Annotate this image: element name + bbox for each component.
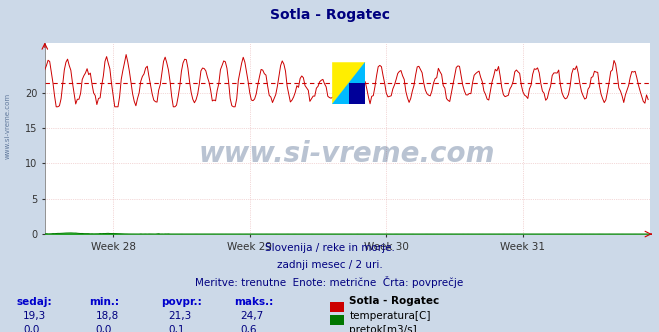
Text: 24,7: 24,7 [241, 311, 264, 321]
Text: maks.:: maks.: [234, 297, 273, 307]
Text: Meritve: trenutne  Enote: metrične  Črta: povprečje: Meritve: trenutne Enote: metrične Črta: … [195, 276, 464, 288]
Text: 18,8: 18,8 [96, 311, 119, 321]
Text: 0,0: 0,0 [96, 325, 112, 332]
Text: Sotla - Rogatec: Sotla - Rogatec [270, 8, 389, 22]
Text: 0,0: 0,0 [23, 325, 40, 332]
Text: 0,1: 0,1 [168, 325, 185, 332]
Text: www.si-vreme.com: www.si-vreme.com [5, 93, 11, 159]
Text: zadnji mesec / 2 uri.: zadnji mesec / 2 uri. [277, 260, 382, 270]
Polygon shape [349, 83, 366, 104]
Text: 19,3: 19,3 [23, 311, 46, 321]
Text: temperatura[C]: temperatura[C] [349, 311, 431, 321]
Text: Sotla - Rogatec: Sotla - Rogatec [349, 296, 440, 306]
Text: pretok[m3/s]: pretok[m3/s] [349, 325, 417, 332]
Text: sedaj:: sedaj: [16, 297, 52, 307]
Text: 0,6: 0,6 [241, 325, 257, 332]
Polygon shape [332, 62, 366, 104]
Text: 21,3: 21,3 [168, 311, 191, 321]
Text: min.:: min.: [89, 297, 119, 307]
Text: www.si-vreme.com: www.si-vreme.com [199, 140, 496, 168]
Polygon shape [332, 62, 366, 104]
Text: Slovenija / reke in morje.: Slovenija / reke in morje. [264, 243, 395, 253]
Text: povpr.:: povpr.: [161, 297, 202, 307]
